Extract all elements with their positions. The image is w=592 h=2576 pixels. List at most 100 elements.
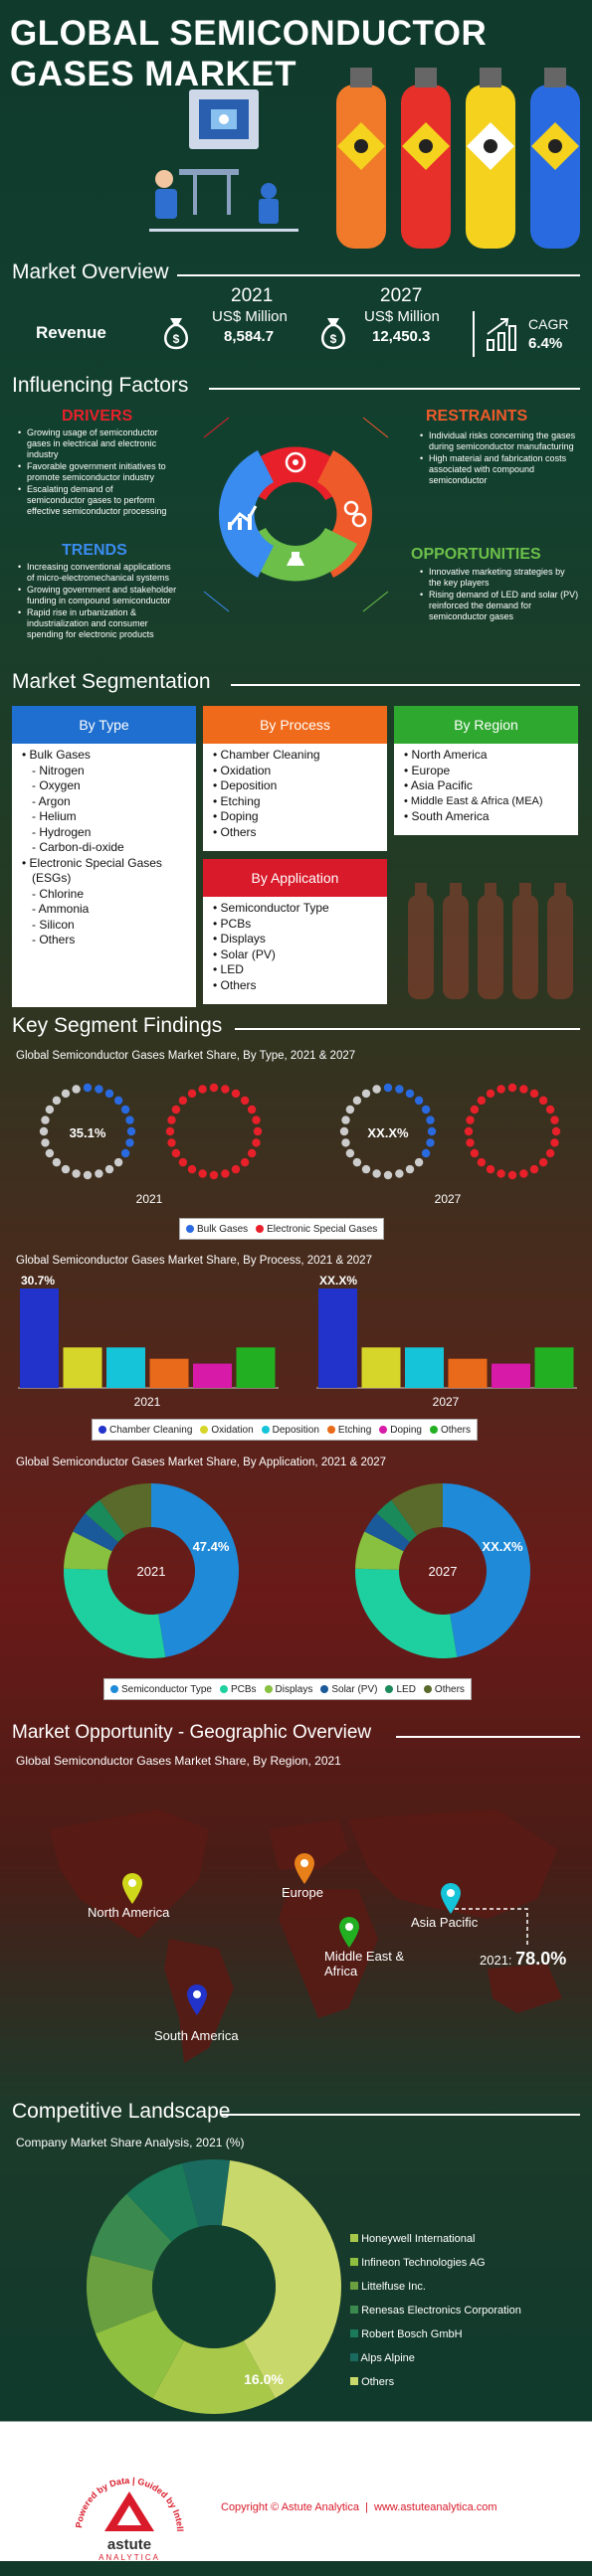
legend-swatch	[110, 1685, 118, 1693]
ring-dot	[550, 1116, 559, 1124]
list-item: Favorable government initiatives to prom…	[18, 461, 172, 483]
year-2027: 2027	[380, 285, 423, 306]
ring-dot	[427, 1126, 437, 1136]
page-title-line2: GASES MARKET	[10, 55, 296, 93]
money-bag-icon: $	[321, 318, 345, 350]
map-pin-icon	[339, 1917, 359, 1948]
list-item: - Oxygen	[32, 778, 81, 792]
ring-dot	[171, 1105, 181, 1115]
by-region-box: • North America • Europe • Asia Pacific …	[394, 744, 578, 835]
money-bag-icon: $	[164, 318, 188, 350]
ring-dot	[341, 1116, 350, 1124]
ring-dot	[345, 1148, 355, 1158]
list-item: • Middle East & Africa (MEA)	[404, 794, 543, 807]
ring-dot	[221, 1085, 230, 1094]
region-label-mea: Middle East & Africa	[324, 1949, 405, 1978]
map-pin-icon	[187, 1984, 207, 2015]
ring-dot	[414, 1096, 424, 1106]
legend-label: Etching	[337, 1424, 372, 1436]
year-label: 2027	[433, 1395, 460, 1409]
ring-dot	[198, 1169, 207, 1178]
donut-slice	[99, 1483, 151, 1536]
legend-item: Renesas Electronics Corporation	[350, 2299, 521, 2322]
company-donut-chart: 16.0%	[87, 2159, 341, 2414]
list-item: • Others	[213, 977, 257, 992]
year-label: 2021	[136, 1192, 163, 1206]
legend-swatch	[350, 2377, 358, 2385]
opportunities-title: OPPORTUNITIES	[411, 546, 541, 563]
ring-dot	[372, 1085, 381, 1094]
by-application-header: By Application	[203, 859, 387, 897]
ring-dot	[496, 1169, 505, 1178]
data-label: XX.X%	[367, 1125, 409, 1140]
donut-slice	[152, 2340, 276, 2414]
legend-label: Deposition	[272, 1424, 319, 1436]
legend-item: Others	[423, 1683, 465, 1695]
map-pin-icon	[122, 1873, 142, 1904]
donut-slice	[85, 1499, 126, 1543]
ring-dot	[414, 1157, 424, 1167]
ring-dot	[52, 1157, 62, 1167]
growth-chart-icon	[487, 318, 516, 351]
ring-dot	[95, 1085, 103, 1094]
ring-dot	[52, 1096, 62, 1106]
list-item: • Deposition	[213, 778, 278, 792]
list-item: Rising demand of LED and solar (PV) rein…	[420, 590, 579, 622]
legend-label: Others	[434, 1683, 465, 1695]
cagr-value: 6.4%	[528, 335, 563, 352]
list-item: Growing government and stakeholder fundi…	[18, 585, 177, 606]
legend-swatch	[219, 1685, 228, 1693]
list-item: - Hydrogen	[32, 824, 92, 839]
ring-dot	[529, 1089, 539, 1099]
year-label: 2027	[435, 1192, 462, 1206]
legend-item: Deposition	[261, 1424, 319, 1436]
chart-title-region: Global Semiconductor Gases Market Share,…	[16, 1754, 341, 1768]
ring-dot	[345, 1105, 355, 1115]
list-item: • PCBs	[213, 916, 252, 931]
ring-dot	[198, 1085, 207, 1094]
list-item: Growing usage of semiconductor gases in …	[18, 428, 172, 460]
trends-list: Increasing conventional applications of …	[18, 562, 177, 641]
header: GLOBAL SEMICONDUCTOR GASES MARKET	[0, 0, 592, 260]
ring-dot	[120, 1148, 130, 1158]
ring-dot	[383, 1083, 393, 1093]
bar	[318, 1288, 357, 1388]
ring-dot	[231, 1089, 241, 1099]
bar	[106, 1347, 145, 1388]
market-segmentation-title: Market Segmentation	[12, 670, 211, 693]
legend-label: Doping	[390, 1424, 422, 1436]
ring-dot	[125, 1138, 134, 1147]
ring-dot	[45, 1148, 55, 1158]
market-overview-title: Market Overview	[12, 260, 169, 283]
value-2021: 8,584.7	[224, 328, 275, 345]
legend-item: Chamber Cleaning	[99, 1425, 192, 1436]
header-illustration	[149, 89, 298, 232]
ring-dot	[165, 1126, 175, 1136]
legend-item: Robert Bosch GmbH	[350, 2322, 521, 2346]
donut-slice	[355, 1531, 404, 1570]
list-item: - Others	[32, 933, 76, 946]
legend-swatch	[264, 1685, 273, 1693]
legend-swatch	[99, 1426, 106, 1434]
revenue-label: Revenue	[36, 323, 106, 342]
legend-item: Honeywell International	[350, 2227, 521, 2251]
bar	[236, 1347, 276, 1388]
legend-label: Honeywell International	[361, 2233, 476, 2245]
ring-dot	[339, 1126, 349, 1136]
share-year: 2021:	[480, 1953, 512, 1968]
legend-swatch	[423, 1685, 432, 1693]
list-item: - Ammonia	[32, 902, 90, 916]
ring-dot	[405, 1089, 415, 1099]
year-label: 2021	[137, 1564, 166, 1579]
unit-2027: US$ Million	[364, 308, 440, 325]
list-item: • Displays	[213, 932, 266, 945]
drivers-list: Growing usage of semiconductor gases in …	[18, 428, 172, 518]
legend-item: Semiconductor Type	[110, 1684, 212, 1695]
ring-dot	[240, 1096, 250, 1106]
ring-dot	[470, 1148, 480, 1158]
legend-swatch	[186, 1225, 194, 1233]
svg-text:$: $	[173, 332, 180, 346]
process-bar-chart: 30.7% 2021 XX.X% 2027	[18, 1274, 577, 1409]
influencing-factors-title: Influencing Factors	[12, 374, 189, 397]
ring-dot	[426, 1116, 435, 1124]
